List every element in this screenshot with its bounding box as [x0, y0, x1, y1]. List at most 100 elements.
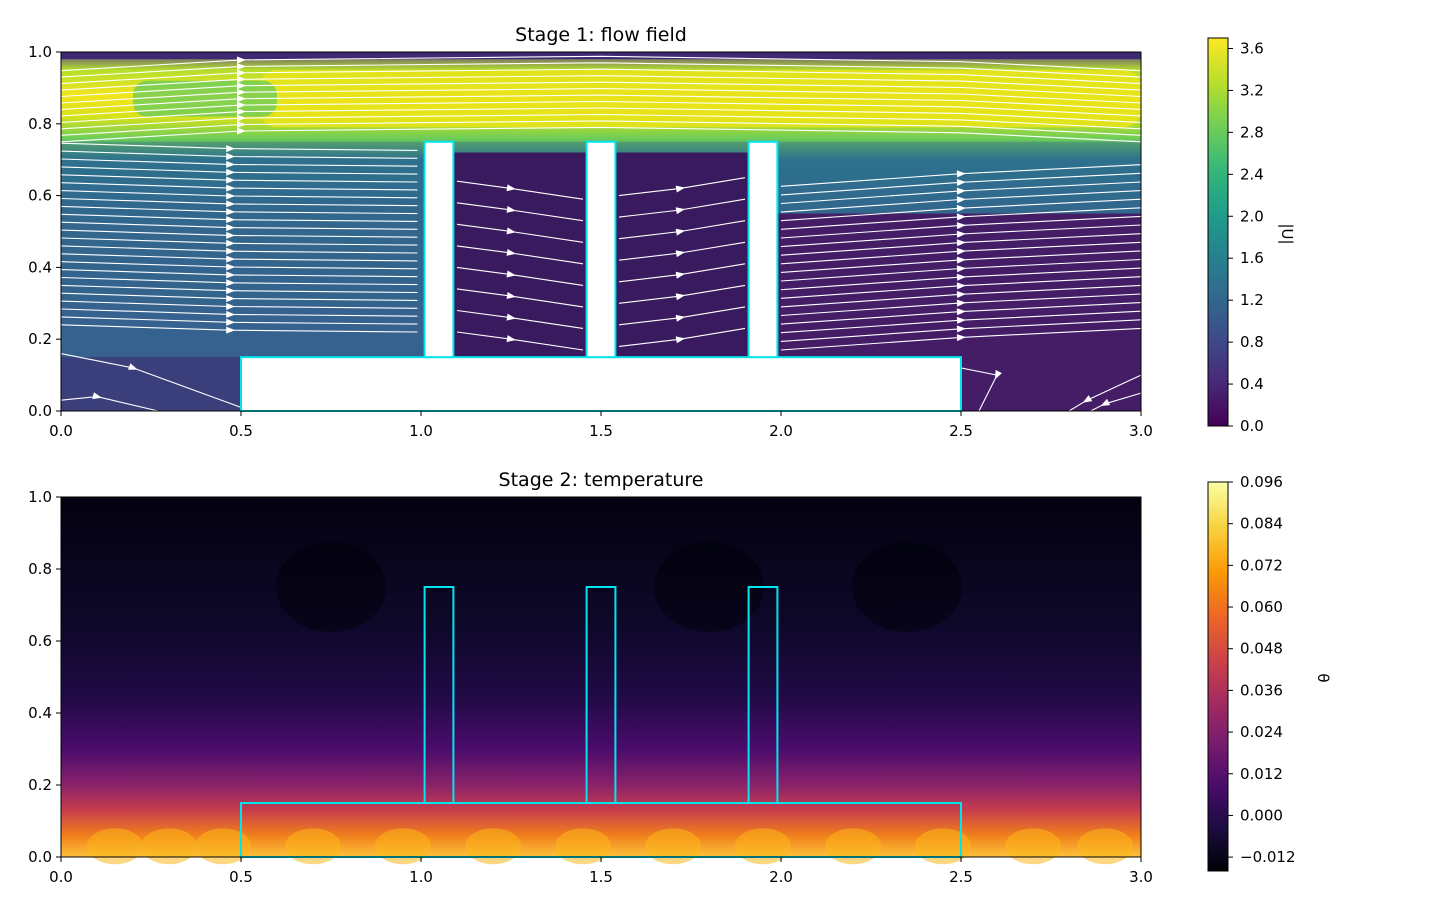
hot-spot	[141, 828, 197, 865]
streamline-arrow	[226, 279, 236, 287]
flow-field-title: Stage 1: flow field	[515, 24, 687, 46]
x-tick-label: 2.5	[949, 868, 973, 886]
streamline-arrow	[226, 145, 236, 153]
x-tick-label: 3.0	[1129, 422, 1153, 440]
streamline-arrow	[956, 308, 966, 316]
streamline-arrow	[226, 302, 236, 310]
x-tick-label: 2.0	[769, 422, 793, 440]
streamline-arrow	[236, 121, 246, 129]
streamline-arrow	[226, 208, 236, 216]
colorbar-tick-label: 3.6	[1240, 39, 1264, 57]
hot-spot	[1005, 828, 1061, 865]
streamline-arrow	[236, 95, 246, 103]
streamline-arrow	[956, 196, 966, 204]
streamline-arrow	[956, 316, 966, 324]
streamline-arrow	[956, 187, 966, 195]
streamline-arrow	[675, 336, 686, 344]
streamline	[60, 81, 1142, 98]
hot-spot	[555, 828, 611, 865]
colorbar-tick-label: 1.6	[1240, 249, 1264, 267]
y-tick-label: 0.4	[28, 704, 52, 722]
flow-corner	[61, 357, 241, 411]
colorbar-tick-label: 0.4	[1240, 375, 1264, 393]
y-tick-label: 0.2	[28, 330, 52, 348]
colorbar-tick-label: 2.8	[1240, 123, 1264, 141]
streamline-arrow	[956, 213, 966, 221]
cold-plume	[852, 542, 962, 632]
streamline-arrow	[956, 325, 966, 333]
hot-spot	[375, 828, 431, 865]
streamline-arrow	[226, 239, 236, 247]
streamline-arrow	[956, 247, 966, 255]
streamline-arrow	[226, 287, 236, 295]
colorbar-tick-label: 3.2	[1240, 81, 1264, 99]
temperature-colorbar-label: θ	[1314, 673, 1332, 682]
temperature-title: Stage 2: temperature	[499, 469, 704, 491]
x-tick-label: 1.5	[589, 422, 613, 440]
streamline-arrow	[506, 335, 516, 343]
hot-spot	[195, 828, 251, 865]
colorbar-tick-label: 0.060	[1240, 598, 1283, 616]
streamline	[60, 88, 1142, 104]
hot-spot	[1077, 828, 1133, 865]
colorbar-tick-label: 0.036	[1240, 681, 1283, 699]
streamline	[60, 62, 1142, 78]
streamline	[60, 113, 1142, 130]
streamline-arrow	[956, 170, 966, 178]
obstacle-outline	[240, 356, 962, 412]
colorbar-tick-label: 2.4	[1240, 165, 1264, 183]
x-tick-label: 0.0	[49, 422, 73, 440]
streamline-arrow	[956, 299, 966, 307]
streamline	[60, 94, 1142, 110]
streamline-arrow	[226, 216, 236, 224]
colorbar-tick-label: 0.000	[1240, 806, 1283, 824]
temperature-colorbar: −0.012 0.000 0.012 0.024 0.036 0.048 0.060 0.07…	[1207, 473, 1332, 872]
streamline-arrow	[226, 295, 236, 303]
streamline-arrow	[956, 282, 966, 290]
streamline-arrow	[226, 152, 236, 160]
hot-spot	[735, 828, 791, 865]
streamline-arrow	[956, 256, 966, 264]
colorbar-tick-label: 0.024	[1240, 723, 1283, 741]
temperature-base	[61, 497, 1141, 857]
streamlines	[60, 55, 1142, 412]
streamline	[60, 75, 1142, 91]
y-tick-label: 0.4	[28, 258, 52, 276]
streamline	[60, 120, 1142, 136]
streamline-arrow	[675, 293, 686, 301]
streamline-arrow	[506, 270, 516, 278]
streamline-arrow	[236, 114, 246, 122]
temperature-colorbar-gradient	[1207, 481, 1229, 872]
hot-spot	[915, 828, 971, 865]
streamline-arrow	[226, 160, 236, 168]
streamline-arrow	[1100, 398, 1111, 407]
streamline-arrow	[506, 227, 516, 235]
streamline-arrow	[236, 108, 246, 116]
streamline-arrow	[236, 75, 246, 83]
streamline-arrow	[675, 207, 686, 215]
streamline-arrow	[236, 62, 246, 70]
velocity-colorbar: 0.0 0.4 0.8 1.2 1.6 2.0 2.4 2.8 3.2 3.6 |U|	[1207, 37, 1296, 435]
streamline-arrow	[675, 228, 686, 236]
temperature-colorbar-ticks: −0.012 0.000 0.012 0.024 0.036 0.048 0.060 0.07…	[1228, 473, 1296, 866]
streamline-arrow	[956, 265, 966, 273]
temperature-axes: 0.0 0.5 1.0 1.5 2.0 2.5 3.0 0.0 0.2 0.4 0.6 0.8 1.0	[28, 488, 1153, 886]
colorbar-tick-label: 1.2	[1240, 291, 1264, 309]
obstacle-outline	[747, 140, 779, 359]
velocity-colorbar-label: |U|	[1278, 223, 1296, 244]
streamline-arrow	[226, 192, 236, 200]
obstacle-outline	[747, 586, 779, 804]
streamline-arrow	[956, 179, 966, 186]
streamline-arrow	[506, 313, 516, 321]
temperature-panel: Stage 2: temperature 0.0 0.5 1.0 1.5 2.0 2.5 3…	[28, 469, 1153, 886]
x-tick-label: 1.5	[589, 868, 613, 886]
streamline-arrow	[236, 101, 246, 109]
streamline-arrow	[226, 231, 236, 239]
y-tick-label: 0.0	[28, 848, 52, 866]
hot-spot	[825, 828, 881, 865]
y-tick-label: 0.0	[28, 402, 52, 420]
streamline-arrow	[128, 363, 138, 370]
streamline-arrow	[1082, 395, 1093, 403]
cold-plume	[654, 542, 764, 632]
